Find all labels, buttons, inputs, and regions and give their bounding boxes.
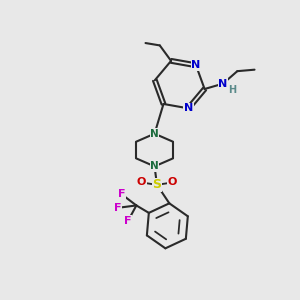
Text: F: F — [114, 203, 122, 213]
Text: H: H — [228, 85, 236, 95]
Text: O: O — [137, 177, 146, 188]
Text: N: N — [184, 103, 193, 113]
Text: N: N — [150, 129, 159, 139]
Text: N: N — [218, 79, 228, 88]
Text: F: F — [118, 189, 125, 199]
Text: F: F — [124, 216, 132, 226]
Text: O: O — [168, 177, 177, 188]
Text: N: N — [150, 161, 159, 171]
Text: S: S — [152, 178, 161, 191]
Text: N: N — [191, 60, 201, 70]
